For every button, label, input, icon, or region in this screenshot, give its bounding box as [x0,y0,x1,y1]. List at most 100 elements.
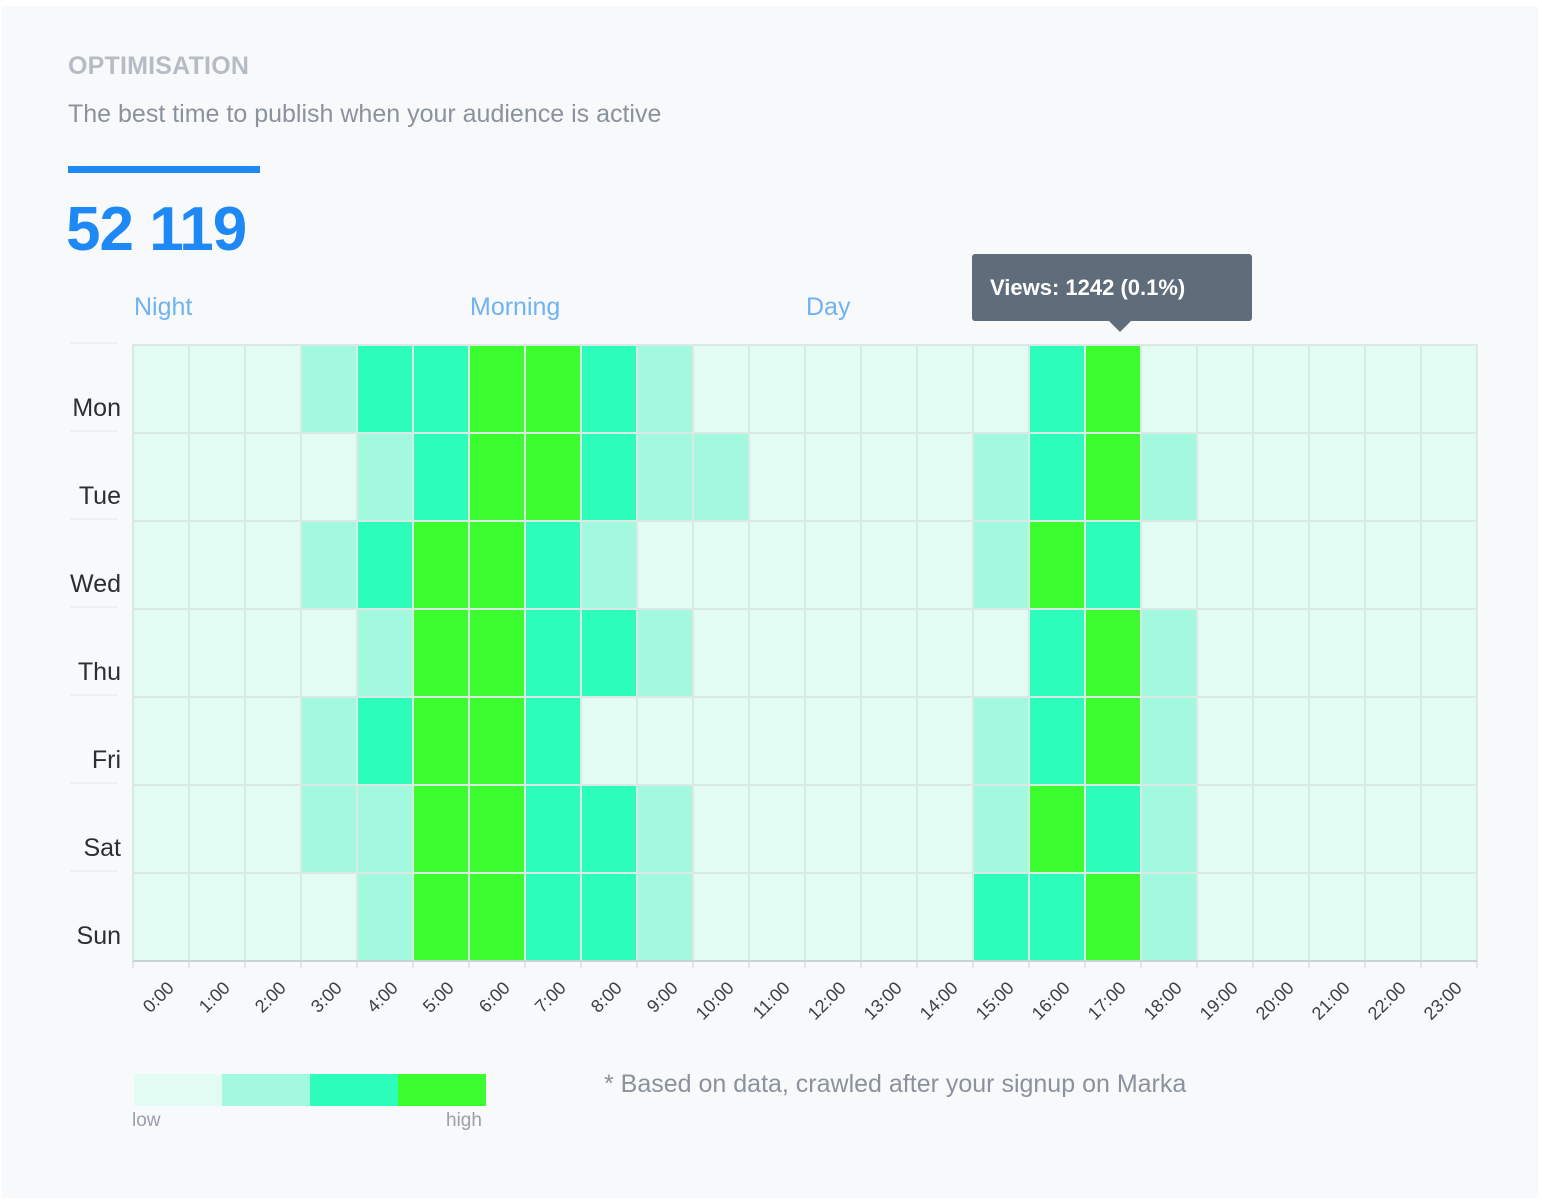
heatmap-cell-wed-1000 [692,520,750,610]
heatmap-cell-fri-200 [244,696,302,786]
day-label-thu: Thu [78,658,121,686]
heatmap-cell-sat-600 [468,784,526,874]
heatmap-cell-thu-2300 [1420,608,1478,698]
heatmap-cell-tue-900 [636,432,694,522]
heatmap-cell-sun-1300 [860,872,918,962]
heatmap-cell-sun-300 [300,872,358,962]
heatmap-cell-tue-1300 [860,432,918,522]
heatmap-cell-tue-1000 [692,432,750,522]
day-label-sun: Sun [77,922,121,950]
heatmap-cell-mon-1800 [1140,344,1198,434]
heatmap-cell-sat-1100 [748,784,806,874]
heatmap-cell-mon-300 [300,344,358,434]
section-subtitle: The best time to publish when your audie… [68,100,662,128]
heatmap-cell-fri-1900 [1196,696,1254,786]
heatmap-cell-mon-1600 [1028,344,1086,434]
heatmap-cell-tue-800 [580,432,638,522]
heatmap-cell-sat-900 [636,784,694,874]
heatmap-cell-wed-000 [132,520,190,610]
tooltip-text: Views: 1242 (0.1%) [990,275,1186,300]
heatmap-cell-tue-1400 [916,432,974,522]
heatmap-cell-sun-1200 [804,872,862,962]
heatmap-cell-thu-100 [188,608,246,698]
tooltip-arrow [1109,321,1131,332]
period-label-morning: Morning [470,293,560,321]
heatmap-cell-sun-000 [132,872,190,962]
heatmap-cell-fri-700 [524,696,582,786]
heatmap-cell-sun-600 [468,872,526,962]
heatmap-cell-sun-1700 [1084,872,1142,962]
heatmap-cell-thu-200 [244,608,302,698]
heatmap-cell-tue-400 [356,432,414,522]
heatmap-cell-sun-2000 [1252,872,1310,962]
heatmap-cell-thu-1800 [1140,608,1198,698]
heatmap-cell-sat-800 [580,784,638,874]
heatmap-cell-fri-100 [188,696,246,786]
section-title: OPTIMISATION [68,52,250,80]
period-label-night: Night [134,293,192,321]
heatmap-cell-thu-500 [412,608,470,698]
heatmap-cell-tue-1100 [748,432,806,522]
day-label-wed: Wed [70,570,121,598]
heatmap-cell-wed-700 [524,520,582,610]
heatmap-cell-tue-1800 [1140,432,1198,522]
heatmap-cell-fri-1600 [1028,696,1086,786]
heatmap-cell-tue-100 [188,432,246,522]
heatmap-cell-sun-800 [580,872,638,962]
heatmap-cell-sat-1700 [1084,784,1142,874]
heatmap-cell-mon-1700 [1084,344,1142,434]
x-tick-label-1300: 13:00 [860,978,906,1024]
heatmap-cell-tue-1600 [1028,432,1086,522]
x-tick-label-1900: 19:00 [1196,978,1242,1024]
heatmap-cell-mon-2300 [1420,344,1478,434]
heatmap-cell-wed-800 [580,520,638,610]
heatmap-cell-fri-1500 [972,696,1030,786]
heatmap-cell-wed-1300 [860,520,918,610]
heatmap-cell-mon-500 [412,344,470,434]
heatmap-cell-wed-600 [468,520,526,610]
heatmap-cell-mon-2000 [1252,344,1310,434]
x-tick-label-400: 4:00 [363,978,402,1017]
heatmap-cell-mon-1900 [1196,344,1254,434]
day-label-fri: Fri [92,746,121,774]
day-label-tue: Tue [79,482,121,510]
legend-high-label: high [446,1110,482,1131]
heatmap-cell-thu-600 [468,608,526,698]
x-tick-label-1600: 16:00 [1028,978,1074,1024]
heatmap-cell-mon-900 [636,344,694,434]
x-tick-label-1500: 15:00 [972,978,1018,1024]
heatmap-cell-tue-1500 [972,432,1030,522]
heatmap-cell-thu-1200 [804,608,862,698]
x-tick-label-1400: 14:00 [916,978,962,1024]
heatmap-cell-sat-100 [188,784,246,874]
heatmap-cell-tue-300 [300,432,358,522]
heatmap-cell-fri-400 [356,696,414,786]
x-tick-label-1200: 12:00 [804,978,850,1024]
heatmap-cell-sat-2200 [1364,784,1422,874]
heatmap-cell-sat-000 [132,784,190,874]
heatmap-cell-fri-1100 [748,696,806,786]
heatmap-cell-sat-200 [244,784,302,874]
heatmap-tooltip: Views: 1242 (0.1%) [972,254,1252,321]
heatmap-cell-mon-1200 [804,344,862,434]
heatmap-cell-wed-900 [636,520,694,610]
heatmap-cell-sat-2100 [1308,784,1366,874]
heatmap-cell-sun-1100 [748,872,806,962]
heatmap-cell-mon-2100 [1308,344,1366,434]
x-tick-label-200: 2:00 [251,978,290,1017]
heatmap-cell-tue-200 [244,432,302,522]
heatmap-cell-wed-1900 [1196,520,1254,610]
heatmap-cell-wed-1200 [804,520,862,610]
heatmap-cell-wed-1700 [1084,520,1142,610]
heatmap-cell-fri-1800 [1140,696,1198,786]
heatmap-cell-thu-300 [300,608,358,698]
heatmap-cell-sun-2300 [1420,872,1478,962]
heatmap-cell-sat-1000 [692,784,750,874]
heatmap-cell-tue-2200 [1364,432,1422,522]
heatmap-cell-fri-1400 [916,696,974,786]
heatmap-cell-wed-200 [244,520,302,610]
heatmap-cell-sat-1600 [1028,784,1086,874]
heatmap-cell-mon-1100 [748,344,806,434]
day-label-sat: Sat [83,834,121,862]
heatmap-cell-wed-2200 [1364,520,1422,610]
